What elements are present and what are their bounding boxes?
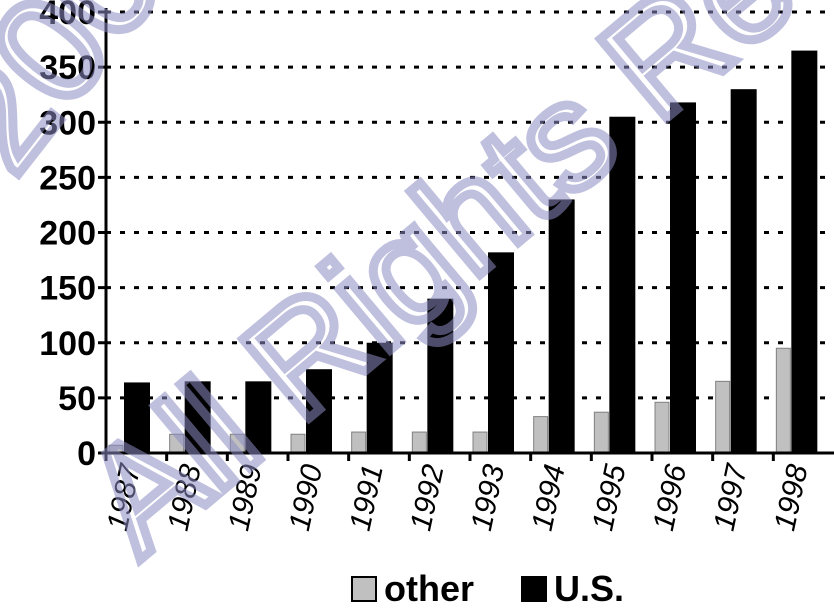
y-tick-label: 200 [39,215,96,253]
y-tick-label: 0 [77,435,96,473]
bar-other-1996 [654,401,670,454]
bar-us-1997 [730,89,757,454]
bar-us-1987 [124,382,150,453]
bar-other-1994 [533,416,549,454]
bar-us-1992 [427,298,454,453]
bar-other-1995 [593,411,609,454]
bar-other-1991 [351,431,367,454]
bar-us-1988 [184,381,211,453]
bar-us-1998 [791,50,818,454]
y-tick-label: 300 [39,104,96,142]
bar-us-1991 [366,342,393,453]
y-tick-label: 100 [39,325,96,363]
bar-us-1989 [245,381,272,453]
y-tick-label: 250 [39,159,96,197]
bar-us-1990 [306,369,332,453]
x-tick-label: 1994 [526,462,572,534]
bar-us-1995 [609,116,636,454]
y-tick-label: 150 [39,270,96,308]
y-tick-label: 400 [39,0,96,32]
x-tick-label: 1997 [708,460,754,533]
bar-other-1997 [715,380,731,454]
x-tick-label: 1993 [465,461,511,533]
x-tick-label: 1998 [768,461,814,533]
legend-swatch-0 [351,576,377,602]
bar-us-1996 [670,102,696,453]
y-tick-label: 50 [58,380,96,418]
x-tick-label: 1996 [647,461,693,533]
x-tick-label: 1995 [586,461,632,533]
bar-us-1993 [488,252,514,453]
bar-us-1994 [548,199,575,453]
legend: other U.S. [351,568,624,609]
bar-other-1993 [472,431,488,454]
y-tick-label: 350 [39,49,96,87]
legend-label: U.S. [554,568,624,607]
y-tick-labels: 0 50 100 150 200 250 300 350 400 [39,0,96,473]
x-tick-label: 1992 [404,461,450,533]
legend-swatch-1 [521,576,547,602]
bar-other-1992 [411,431,427,454]
bar-other-1998 [775,347,791,454]
gridlines [106,10,834,400]
legend-label: other [384,568,474,607]
x-tick-label: 1991 [344,462,390,534]
axes [98,8,834,461]
bars [108,50,818,454]
